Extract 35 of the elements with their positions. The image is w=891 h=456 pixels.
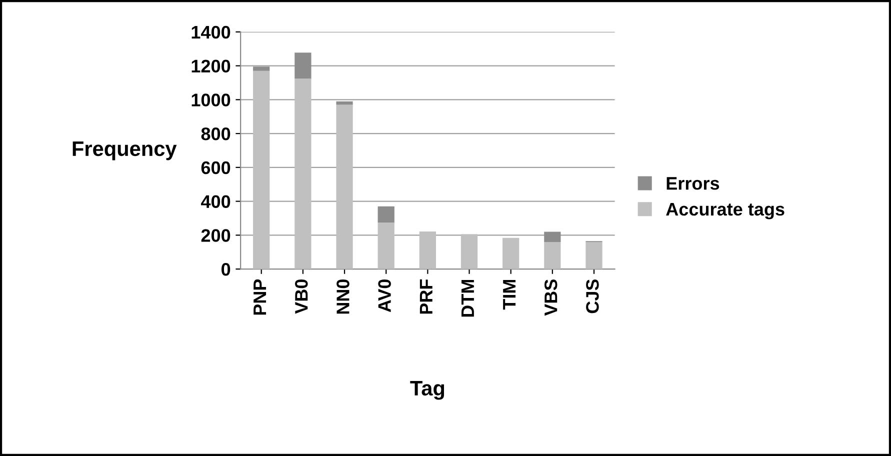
bar — [460, 234, 478, 270]
y-tick-label: 800 — [201, 127, 230, 140]
y-tick-label: 400 — [201, 195, 230, 208]
bar — [336, 101, 353, 105]
x-tick-label: CJS — [586, 279, 599, 314]
bar — [253, 70, 270, 270]
bar — [544, 232, 561, 242]
x-tick-label: NN0 — [336, 280, 350, 314]
y-tick-label: 1200 — [192, 60, 230, 73]
y-tick-label: 200 — [201, 229, 230, 242]
bar — [253, 66, 270, 71]
bar — [378, 206, 394, 223]
bar — [294, 78, 312, 270]
x-tick-label: VB0 — [295, 280, 308, 314]
bar — [378, 222, 394, 270]
y-tick-label: 600 — [201, 161, 230, 174]
x-tick-label: DTM — [462, 280, 474, 317]
y-tick-label: 0 — [222, 262, 230, 276]
bar — [419, 231, 436, 270]
y-axis-title: Frequency — [72, 142, 177, 160]
x-tick-label: AV0 — [378, 280, 391, 312]
x-tick-label: VBS — [544, 279, 558, 316]
y-tick-label: 1400 — [192, 26, 230, 39]
bar — [336, 104, 353, 270]
legend-label: Errors — [666, 177, 720, 190]
y-tick-label: 1000 — [192, 94, 230, 106]
x-tick-label: PNP — [254, 279, 266, 315]
bar — [544, 242, 561, 270]
bar — [586, 242, 602, 270]
bar — [294, 52, 312, 79]
bar — [502, 238, 520, 270]
x-tick-label: TIM — [503, 280, 516, 310]
legend-label: Accurate tags — [666, 203, 784, 220]
x-tick-label: PRF — [420, 279, 432, 314]
x-axis-title: Tag — [410, 381, 444, 400]
